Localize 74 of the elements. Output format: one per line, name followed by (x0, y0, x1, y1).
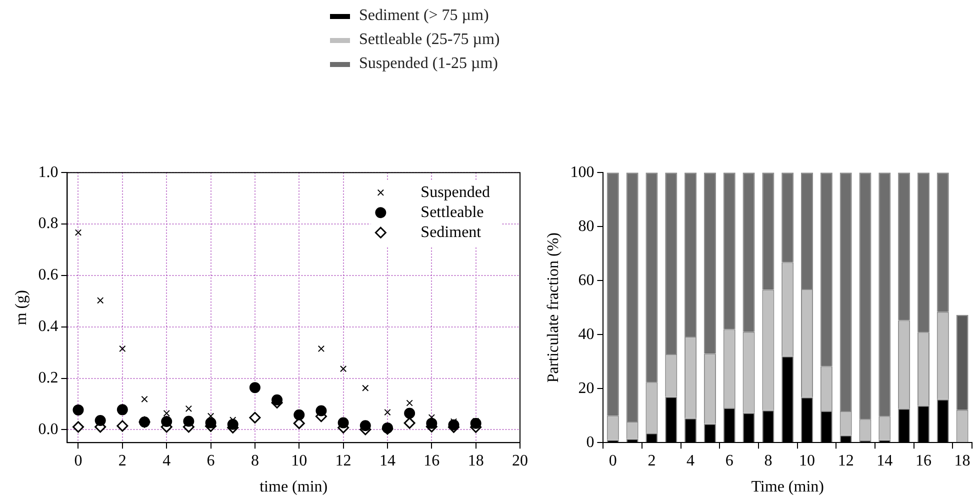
y-tick-label: 60 (578, 272, 594, 289)
point (116, 420, 128, 432)
point (318, 345, 325, 352)
point (163, 410, 170, 417)
legend-label: Sediment (> 75 µm) (359, 7, 489, 25)
point (406, 400, 413, 406)
point (448, 419, 460, 430)
legend-label: Settleable (420, 204, 484, 221)
point (338, 417, 349, 428)
point (116, 404, 128, 416)
x-tick-label: 2 (118, 452, 126, 470)
legend-label: Sediment (420, 224, 482, 241)
point (205, 417, 216, 428)
point (272, 394, 283, 406)
y-tick-label: 100 (570, 164, 594, 181)
point (72, 404, 84, 416)
point (119, 345, 126, 352)
point (207, 412, 214, 420)
y-tick-label: 0.0 (38, 420, 58, 438)
point (97, 297, 104, 304)
x-tick-label: 8 (764, 452, 772, 470)
point (74, 229, 82, 236)
x-tick-label: 6 (725, 452, 734, 470)
y-tick-label: 0 (586, 434, 594, 451)
point (183, 416, 194, 427)
x-tick-label: 12 (838, 452, 854, 470)
x-tick-label: 18 (954, 452, 970, 470)
x-tick-label: 4 (162, 452, 171, 470)
legend-label: Settleable (25-75 µm) (359, 31, 500, 49)
point (316, 405, 327, 416)
x-axis-title: Time (min) (751, 478, 824, 496)
x-tick-label: 10 (799, 452, 816, 470)
point (185, 405, 192, 412)
x-tick-label: 0 (74, 452, 82, 470)
x-tick-label: 14 (379, 452, 396, 470)
y-tick-label: 0.6 (38, 266, 58, 284)
point (249, 382, 260, 394)
point (360, 420, 371, 432)
point (384, 408, 391, 416)
x-tick-label: 16 (424, 452, 440, 470)
point (161, 416, 172, 428)
legend-label: Suspended (420, 184, 490, 201)
x-tick-label: 2 (648, 452, 656, 470)
x-tick-label: 4 (686, 452, 695, 470)
y-tick-label: 0.2 (38, 370, 58, 387)
x-tick-label: 0 (608, 452, 617, 470)
point (362, 384, 369, 392)
point (141, 396, 148, 402)
point (404, 417, 416, 429)
x-tick-label: 12 (335, 452, 352, 470)
point (294, 409, 305, 420)
x-tick-label: 20 (512, 452, 528, 470)
x-tick-label: 10 (291, 452, 308, 470)
y-tick-label: 0.8 (38, 215, 58, 232)
y-tick-label: 0.4 (38, 318, 58, 336)
x-tick-label: 8 (250, 452, 259, 470)
point (72, 421, 84, 433)
x-tick-label: 18 (468, 452, 484, 470)
point (249, 412, 261, 424)
y-axis-title: m (g) (12, 290, 30, 326)
point (94, 414, 106, 426)
point (426, 418, 438, 429)
y-tick-label: 1.0 (38, 164, 58, 181)
x-tick-label: 6 (206, 452, 215, 470)
y-tick-label: 20 (578, 380, 594, 397)
x-tick-label: 14 (876, 452, 893, 470)
y-axis-title: Particulate fraction (%) (544, 232, 562, 383)
x-axis-title: time (min) (260, 478, 328, 496)
y-tick-label: 80 (578, 218, 594, 235)
y-tick-label: 40 (578, 326, 594, 343)
point (404, 408, 416, 419)
x-tick-label: 16 (915, 452, 932, 470)
legend-label: Suspended (1-25 µm) (359, 55, 498, 73)
point (340, 365, 347, 372)
